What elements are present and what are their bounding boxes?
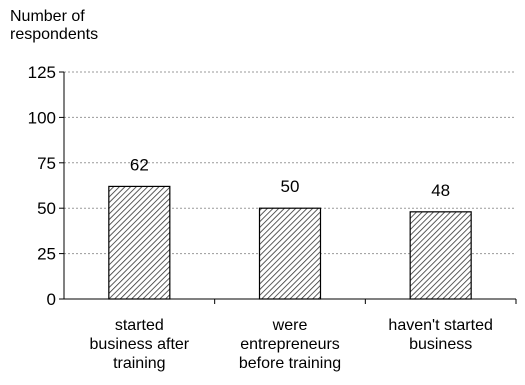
x-category-label-line: business	[409, 336, 473, 353]
bar-value-label: 50	[281, 177, 300, 196]
x-category-label-line: started	[114, 317, 164, 334]
y-tick-label: 75	[37, 154, 56, 173]
y-tick-label: 0	[47, 290, 56, 309]
bars-layer: 62 50 48	[108, 155, 472, 300]
bar	[409, 211, 472, 300]
y-tick-label: 25	[37, 245, 56, 264]
x-category-label-line: were	[272, 317, 308, 334]
x-category-label: started business after training	[64, 316, 214, 373]
x-category-label-line: entrepreneurs	[240, 336, 340, 353]
x-category-label-line: haven't started	[388, 317, 493, 334]
x-category-label: haven't started business	[366, 316, 516, 354]
bar	[258, 207, 322, 300]
bar-value-label: 62	[130, 155, 149, 174]
x-category-label-line: training	[113, 355, 166, 372]
x-category-label-line: business after	[89, 336, 190, 353]
y-tick-label: 100	[28, 108, 56, 127]
y-tick-label: 50	[37, 199, 56, 218]
bar-value-label: 48	[431, 181, 450, 200]
bar	[108, 185, 171, 300]
axis-layer: 0 25 50 75 100 125	[28, 63, 517, 309]
y-axis-label-line: respondents	[10, 26, 99, 43]
y-axis-label: Number of respondents	[10, 8, 98, 44]
y-tick-label: 125	[28, 63, 56, 82]
x-category-label: were entrepreneurs before training	[215, 316, 365, 373]
y-axis-label-line: Number of	[10, 8, 85, 25]
x-category-label-line: before training	[238, 355, 342, 372]
